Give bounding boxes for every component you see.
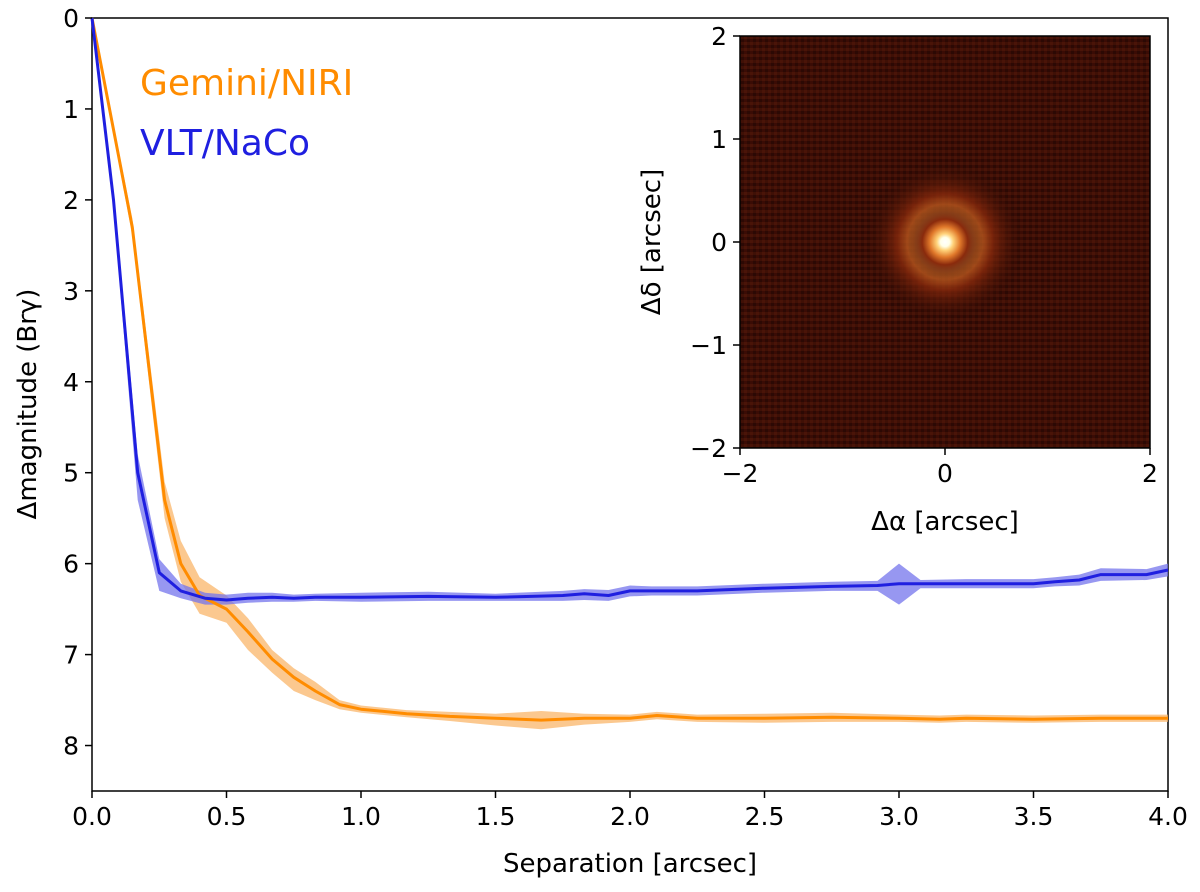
series-line-vlt-naco <box>90 17 1169 602</box>
y-tick-label: 1 <box>63 95 79 124</box>
y-tick-label: 3 <box>63 277 79 306</box>
inset-y-ticks: −2 −1 0 1 2 <box>690 22 740 463</box>
x-tick-label: 1.0 <box>341 802 381 831</box>
inset-x-tick-label: 2 <box>1142 459 1158 488</box>
y-tick-label: 0 <box>63 4 79 33</box>
y-tick-label: 4 <box>63 368 79 397</box>
x-tick-label: 0.0 <box>72 802 112 831</box>
inset-y-tick-label: −1 <box>690 331 727 360</box>
series-line-gemini-niri <box>90 17 1168 722</box>
x-tick-label: 4.0 <box>1148 802 1188 831</box>
inset-y-tick-label: −2 <box>690 434 727 463</box>
y-tick-label: 7 <box>63 641 79 670</box>
x-tick-label: 3.0 <box>879 802 919 831</box>
y-tick-label: 8 <box>63 732 79 761</box>
inset-x-tick-label: −2 <box>722 459 759 488</box>
legend-gemini-niri: Gemini/NIRI <box>140 63 353 104</box>
inset-y-tick-label: 2 <box>711 22 727 51</box>
x-tick-label: 2.5 <box>745 802 785 831</box>
y-tick-label: 2 <box>63 186 79 215</box>
y-tick-label: 6 <box>63 550 79 579</box>
y-axis-label: Δmagnitude (Brγ) <box>13 289 43 520</box>
inset-y-axis-label: Δδ [arcsec] <box>637 169 667 315</box>
main-chart: 0.0 0.5 1.0 1.5 2.0 2.5 3.0 3.5 4.0 0 1 2 3 4 5 6 7 8 Se… <box>13 4 1188 879</box>
psf-core <box>907 204 983 280</box>
main-y-ticks: 0 1 2 3 4 5 6 7 8 <box>63 4 92 761</box>
main-x-ticks: 0.0 0.5 1.0 1.5 2.0 2.5 3.0 3.5 4.0 <box>72 791 1188 831</box>
main-lines <box>90 17 1169 722</box>
legend-vlt-naco: VLT/NaCo <box>140 123 310 164</box>
inset-chart: −2 0 2 −2 −1 0 1 2 Δα [arcsec] Δδ [arcsec] <box>637 22 1158 537</box>
x-axis-label: Separation [arcsec] <box>503 849 757 879</box>
inset-x-axis-label: Δα [arcsec] <box>871 507 1019 537</box>
x-tick-label: 2.0 <box>610 802 650 831</box>
inset-x-ticks: −2 0 2 <box>722 448 1158 488</box>
y-tick-label: 5 <box>63 459 79 488</box>
inset-y-tick-label: 1 <box>711 125 727 154</box>
x-tick-label: 0.5 <box>207 802 247 831</box>
inset-x-tick-label: 0 <box>937 459 953 488</box>
inset-y-tick-label: 0 <box>711 228 727 257</box>
x-tick-label: 3.5 <box>1014 802 1054 831</box>
x-tick-label: 1.5 <box>476 802 516 831</box>
